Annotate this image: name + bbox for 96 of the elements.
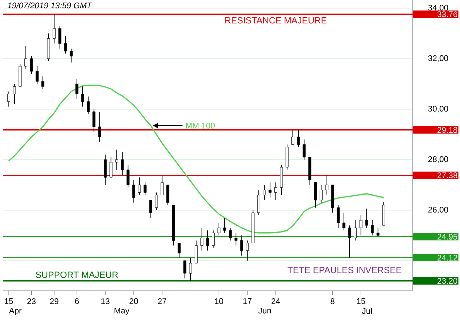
candlestick [326, 175, 329, 196]
x-tick-label: 15 [357, 298, 366, 304]
candlestick [121, 152, 124, 176]
x-tick-label: 24 [272, 298, 280, 304]
candlestick [30, 56, 34, 74]
text: Jun [258, 308, 272, 314]
x-tick-label: 23 [28, 298, 36, 304]
y-tick-label: 34,00 [428, 5, 448, 12]
candlestick [104, 154, 108, 186]
candlestick [36, 66, 39, 84]
candlestick [144, 182, 147, 196]
candlestick [240, 235, 244, 256]
candlestick [348, 225, 352, 258]
y-tick-label: 28,00 [428, 156, 448, 164]
x-tick-label: 27 [158, 298, 167, 304]
candlestick [223, 218, 226, 234]
text: MM 100 [186, 122, 215, 129]
x-tick-label: 6 [75, 298, 80, 304]
candlestick [229, 228, 232, 242]
candlestick [184, 260, 187, 279]
candlestick [195, 240, 198, 264]
text: Jul [362, 308, 372, 314]
candlestick [155, 192, 158, 211]
candlestick [268, 182, 272, 198]
candlestick [360, 215, 363, 236]
candlestick [132, 180, 136, 204]
candlestick [189, 258, 192, 282]
candlestick [320, 184, 323, 204]
candlestick [47, 33, 50, 62]
candlestick [115, 149, 118, 170]
candlestick [126, 164, 130, 188]
candlestick [24, 46, 28, 70]
candlestick [150, 200, 152, 218]
candlestick [331, 184, 334, 214]
candlestick [286, 144, 289, 170]
candlestick [302, 139, 306, 160]
candlestick [64, 36, 68, 54]
candlestick [258, 190, 260, 216]
candlestick [81, 86, 84, 108]
candlestick [18, 64, 22, 88]
y-tick-label: 30,00 [428, 106, 448, 113]
x-tick-label: 13 [102, 298, 110, 304]
candlestick [58, 26, 62, 50]
y-tick-label: 26,00 [428, 207, 448, 214]
annotation: 19/07/2019 13:59 GMT [8, 2, 92, 9]
annotation: TETE EPAULES INVERSEE [288, 267, 402, 274]
x-tick-label: 10 [215, 298, 224, 304]
x-tick-label: 29 [50, 298, 59, 304]
x-tick-label: 15 [5, 298, 14, 304]
candlestick [365, 208, 368, 228]
candlestick [98, 112, 102, 143]
y-tick-label: 32,00 [428, 56, 448, 62]
candlestick [246, 240, 250, 262]
candlestick [342, 212, 346, 231]
candlestick [212, 230, 215, 249]
candlestick [200, 228, 204, 252]
candlestick [308, 157, 312, 186]
candlestick [76, 78, 79, 100]
ref-line-label: 24.95 [438, 234, 458, 240]
candlestick [263, 184, 266, 201]
candlestick [52, 14, 56, 44]
candlestick [218, 222, 221, 236]
x-tick-label: 20 [130, 298, 138, 304]
candlestick [297, 130, 300, 148]
x-tick-label: 8 [330, 298, 335, 304]
candlestick [160, 176, 164, 196]
annotation: SUPPORT MAJEUR [36, 272, 118, 278]
ref-line-label: 29.18 [438, 127, 458, 134]
x-tick-label: 17 [244, 298, 252, 304]
ref-line-label: 23.20 [438, 278, 458, 284]
candlestick [354, 220, 357, 242]
annotation: RESISTANCE MAJEURE [226, 17, 327, 24]
text: May [114, 308, 130, 316]
candlestick [166, 184, 170, 206]
candlestick [87, 96, 90, 115]
candlestick [110, 157, 113, 178]
ref-line-label: 33.76 [438, 12, 458, 18]
ref-line-label: 24.12 [438, 255, 458, 261]
candlestick [292, 130, 294, 146]
candlestick [314, 182, 318, 208]
candlestick [178, 242, 181, 259]
candlestick [337, 205, 340, 228]
ref-line-label: 27.38 [438, 172, 458, 178]
text: Apr [9, 308, 22, 316]
candlestick [274, 182, 278, 201]
candlestick [92, 109, 96, 132]
candlestick [280, 164, 284, 196]
candlestick [371, 220, 374, 236]
candlestick [138, 177, 142, 196]
candlestick [13, 84, 16, 105]
candlestick [234, 232, 238, 246]
candlestick [382, 202, 386, 226]
candlestick [8, 91, 10, 108]
candlestick [42, 76, 45, 90]
candlestick [206, 230, 210, 252]
candlestick [70, 48, 73, 64]
